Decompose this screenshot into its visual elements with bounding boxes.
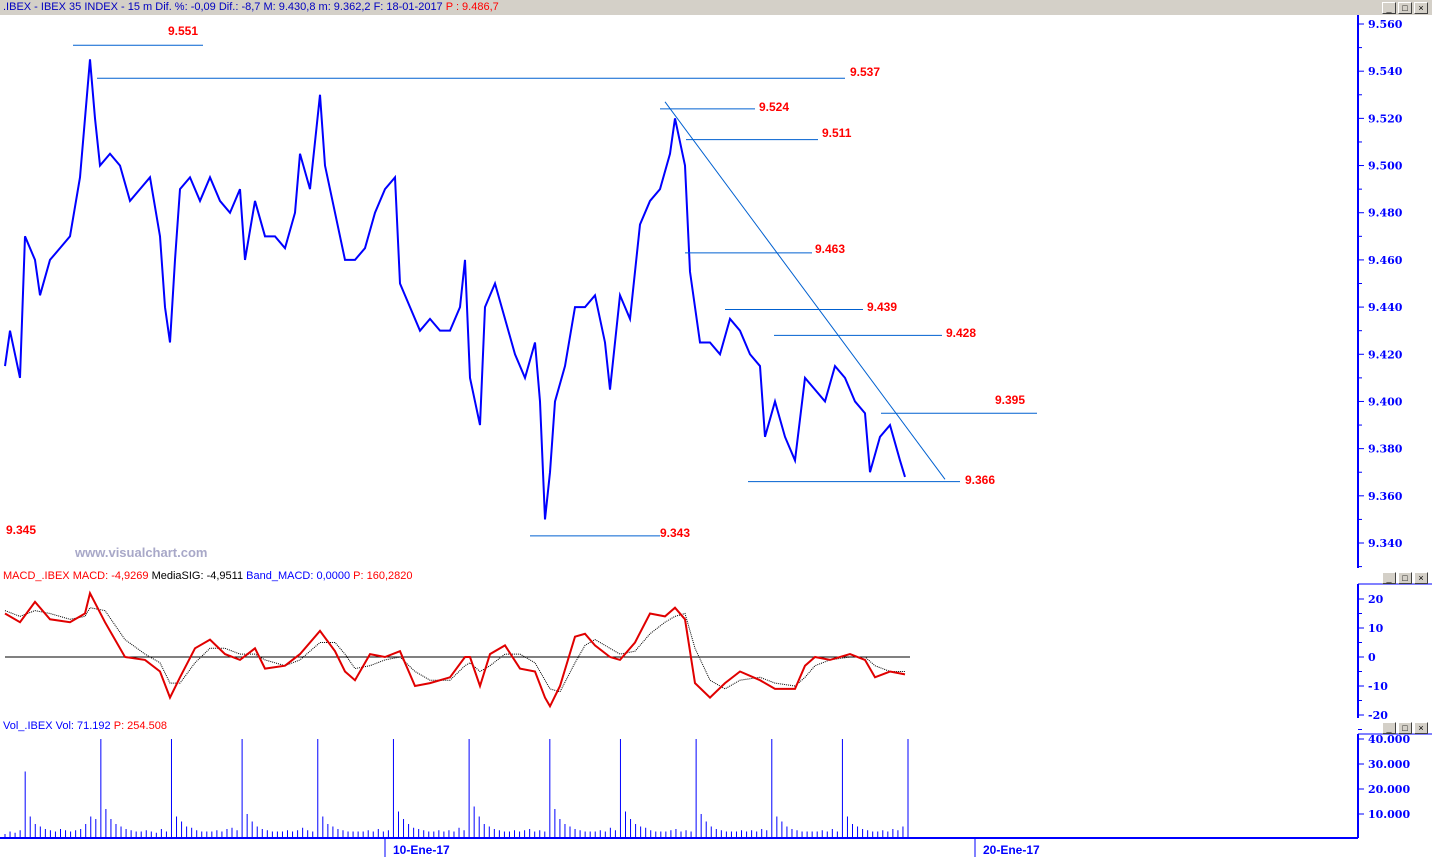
maximize-button[interactable]: □ <box>1398 722 1412 734</box>
price-line <box>4 59 906 520</box>
price-tick-label: 9.540 <box>1368 65 1403 78</box>
volume-price: P: 254.508 <box>113 720 167 732</box>
level-label-9.537: 9.537 <box>850 65 880 79</box>
volume-value: Vol: 71.192 <box>55 720 111 732</box>
price-tick-label: 9.500 <box>1368 160 1403 173</box>
macd-tick-label: 0 <box>1368 651 1376 664</box>
price-window-buttons: _ □ × <box>1382 2 1428 14</box>
volume-tick-label: 30.000 <box>1368 758 1410 771</box>
level-label-9.439: 9.439 <box>867 300 897 314</box>
macd-tick-label: -20 <box>1368 709 1388 722</box>
level-label-9.463: 9.463 <box>815 242 845 256</box>
price-tick-label: 9.460 <box>1368 254 1403 267</box>
level-label-9.366: 9.366 <box>965 473 995 487</box>
title-period: 15 m <box>127 1 153 13</box>
title-max: M: 9.430,8 <box>263 1 316 13</box>
price-tick-label: 9.380 <box>1368 443 1403 456</box>
volume-tick-label: 20.000 <box>1368 783 1410 796</box>
level-label-9.511: 9.511 <box>822 126 852 140</box>
price-tick-label: 9.340 <box>1368 537 1403 550</box>
price-tick-label: 9.360 <box>1368 490 1403 503</box>
trendline <box>664 101 946 480</box>
macd-name: MACD_.IBEX <box>3 570 70 582</box>
volume-tick-label: 40.000 <box>1368 733 1410 746</box>
macd-tick-label: -10 <box>1368 680 1388 693</box>
volume-header: Vol_.IBEX Vol: 71.192 P: 254.508 <box>3 720 167 732</box>
price-tick-label: 9.400 <box>1368 395 1403 408</box>
price-tick-label: 9.420 <box>1368 348 1403 361</box>
maximize-button[interactable]: □ <box>1398 572 1412 584</box>
level-label-9.345: 9.345 <box>6 523 36 537</box>
title-symbol: .IBEX - IBEX 35 INDEX - <box>3 1 128 13</box>
minimize-button[interactable]: _ <box>1382 722 1396 734</box>
watermark: www.visualchart.com <box>75 545 208 560</box>
title-dif-pct: Dif. %: -0,09 <box>155 1 216 13</box>
macd-line <box>4 590 906 709</box>
title-price: P : 9.486,7 <box>445 1 499 13</box>
maximize-button[interactable]: □ <box>1398 2 1412 14</box>
macd-header: MACD_.IBEX MACD: -4,9269 MediaSIG: -4,95… <box>3 570 413 582</box>
title-dif: Dif.: -8,7 <box>218 1 261 13</box>
macd-window-buttons: _ □ × <box>1382 572 1428 584</box>
macd-band-value: Band_MACD: 0,0000 <box>246 570 351 582</box>
price-tick-label: 9.480 <box>1368 207 1403 220</box>
price-tick-label: 9.440 <box>1368 301 1403 314</box>
macd-signal-line <box>4 607 905 693</box>
volume-name: Vol_.IBEX <box>3 720 53 732</box>
macd-price: P: 160,2820 <box>353 570 413 582</box>
close-button[interactable]: × <box>1414 722 1428 734</box>
x-tick-label: 10-Ene-17 <box>393 843 450 857</box>
price-tick-label: 9.560 <box>1368 18 1403 31</box>
level-label-9.551: 9.551 <box>168 24 198 38</box>
volume-window-buttons: _ □ × <box>1382 722 1428 734</box>
level-label-9.395: 9.395 <box>995 393 1025 407</box>
minimize-button[interactable]: _ <box>1382 572 1396 584</box>
macd-value: MACD: -4,9269 <box>72 570 149 582</box>
level-label-9.428: 9.428 <box>946 326 976 340</box>
title-date: F: 18-01-2017 <box>373 1 443 13</box>
minimize-button[interactable]: _ <box>1382 2 1396 14</box>
chart-title-bar: .IBEX - IBEX 35 INDEX - 15 m Dif. %: -0,… <box>0 0 1432 15</box>
level-label-9.524: 9.524 <box>759 100 789 114</box>
close-button[interactable]: × <box>1414 2 1428 14</box>
volume-tick-label: 10.000 <box>1368 808 1410 821</box>
close-button[interactable]: × <box>1414 572 1428 584</box>
macd-tick-label: 10 <box>1368 622 1384 635</box>
macd-tick-label: 20 <box>1368 593 1384 606</box>
title-min: m: 9.362,2 <box>318 1 371 13</box>
x-tick-label: 20-Ene-17 <box>983 843 1040 857</box>
level-label-9.343: 9.343 <box>660 526 690 540</box>
price-tick-label: 9.520 <box>1368 112 1403 125</box>
macd-signal-value: MediaSIG: -4,9511 <box>151 570 244 582</box>
